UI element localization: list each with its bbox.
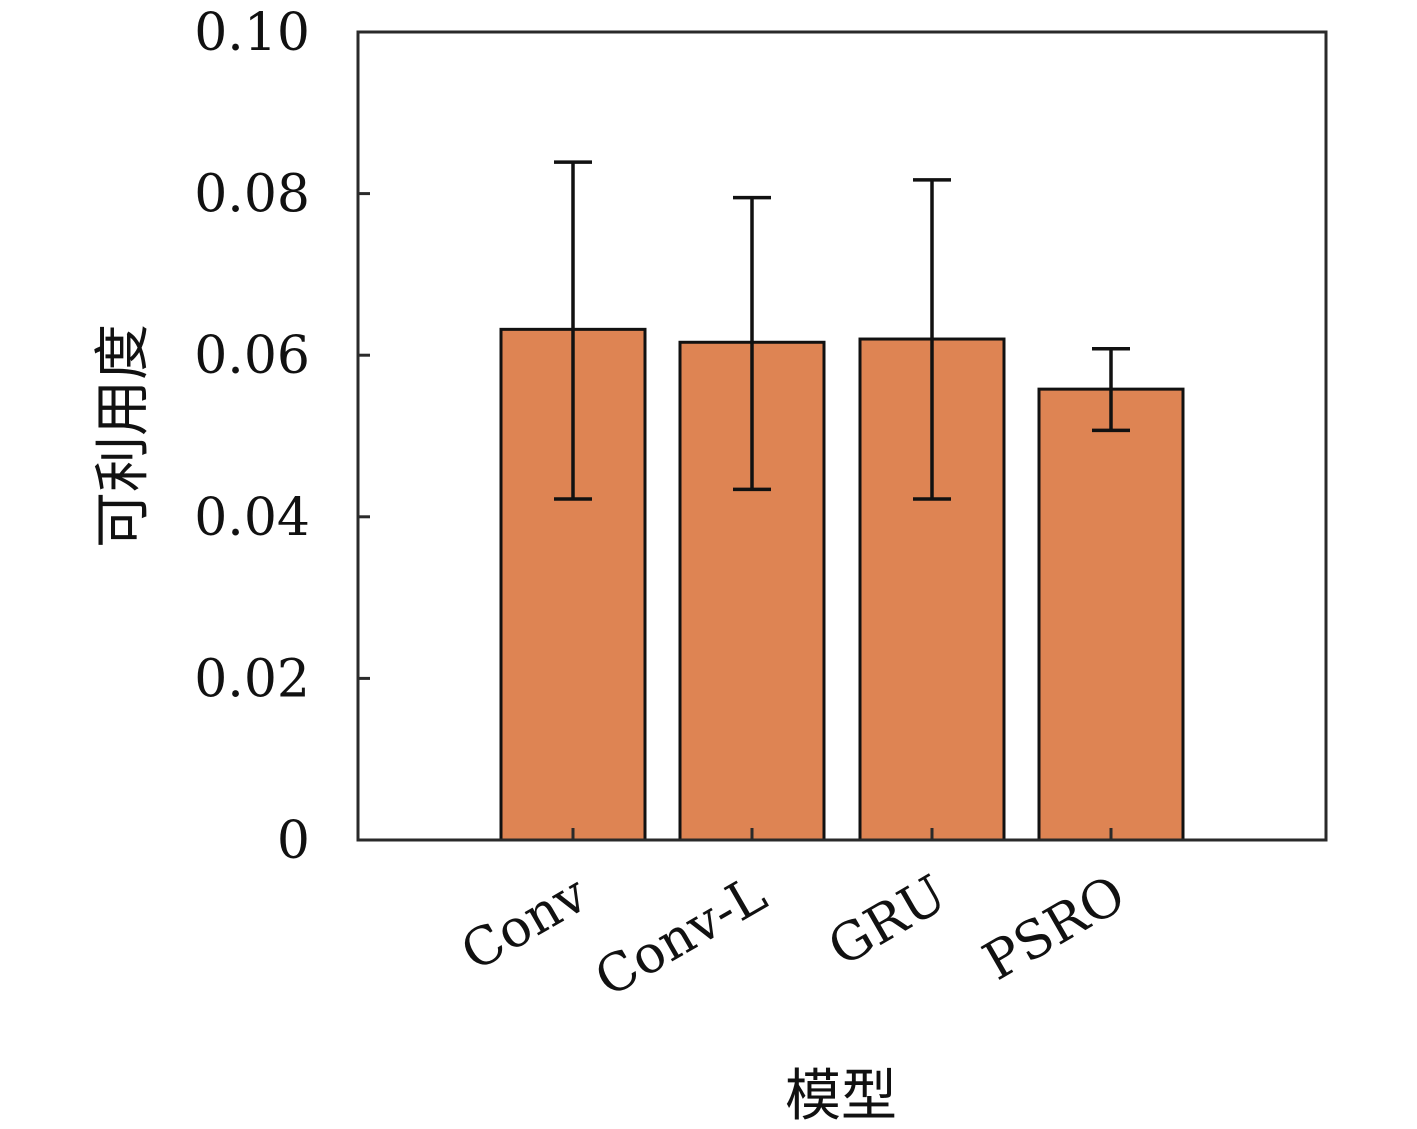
bars-layer xyxy=(499,327,1185,842)
y-tick-label: 0.02 xyxy=(194,649,310,709)
y-axis-title: 可利用度 xyxy=(91,324,156,548)
y-tick-label: 0.06 xyxy=(194,326,310,386)
x-axis-title: 模型 xyxy=(785,1064,897,1129)
error-bar-psro xyxy=(1092,346,1130,433)
x-tick-label-conv: Conv xyxy=(451,864,598,983)
y-tick-label: 0.08 xyxy=(194,165,310,225)
y-tick-label: 0.04 xyxy=(194,488,310,548)
error-bar-conv xyxy=(554,160,592,501)
x-tick-label-conv-l: Conv-L xyxy=(585,864,776,1009)
axes-layer xyxy=(356,30,1328,842)
y-tick-label: 0.10 xyxy=(194,3,310,63)
plot-frame xyxy=(356,30,1328,842)
x-tick-label-psro: PSRO xyxy=(974,864,1136,992)
y-tick-label: 0 xyxy=(277,811,310,871)
bar-psro xyxy=(1037,387,1185,842)
error-bar-gru xyxy=(913,178,951,501)
error-bar-conv-l xyxy=(733,195,771,492)
error-bars-layer xyxy=(554,160,1130,501)
x-tick-label-gru: GRU xyxy=(819,864,957,978)
